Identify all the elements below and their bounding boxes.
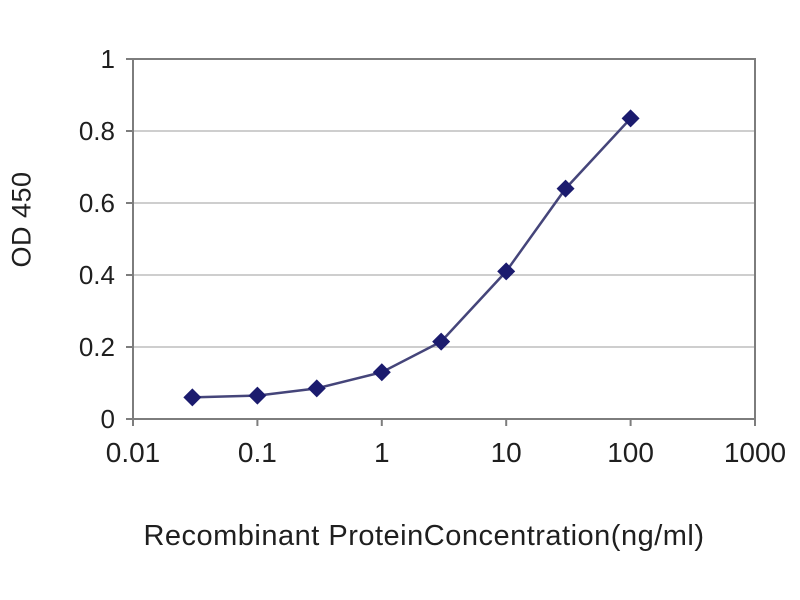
x-tick-label: 1 xyxy=(374,437,390,468)
x-tick-label: 10 xyxy=(491,437,522,468)
plot-frame xyxy=(132,58,756,420)
data-point xyxy=(621,109,640,128)
x-tick-label: 1000 xyxy=(724,437,786,468)
y-tick-label: 0.4 xyxy=(79,260,115,290)
data-point xyxy=(307,379,326,398)
y-tick-label: 0 xyxy=(101,404,115,434)
data-point xyxy=(372,363,391,382)
data-point xyxy=(556,179,575,198)
data-point xyxy=(497,262,516,281)
x-axis-title: Recombinant ProteinConcentration(ng/ml) xyxy=(143,520,705,552)
x-tick-label: 0.01 xyxy=(106,437,161,468)
data-point xyxy=(432,332,451,351)
x-tick-label: 100 xyxy=(607,437,654,468)
x-tick-label: 0.1 xyxy=(238,437,277,468)
y-tick-label: 0.8 xyxy=(79,116,115,146)
y-axis-title: OD 450 xyxy=(6,171,37,268)
y-tick-label: 0.2 xyxy=(79,332,115,362)
series-line xyxy=(192,117,632,399)
data-point xyxy=(248,386,267,405)
data-point xyxy=(183,388,202,407)
y-tick-label: 1 xyxy=(101,44,115,74)
y-tick-label: 0.6 xyxy=(79,188,115,218)
